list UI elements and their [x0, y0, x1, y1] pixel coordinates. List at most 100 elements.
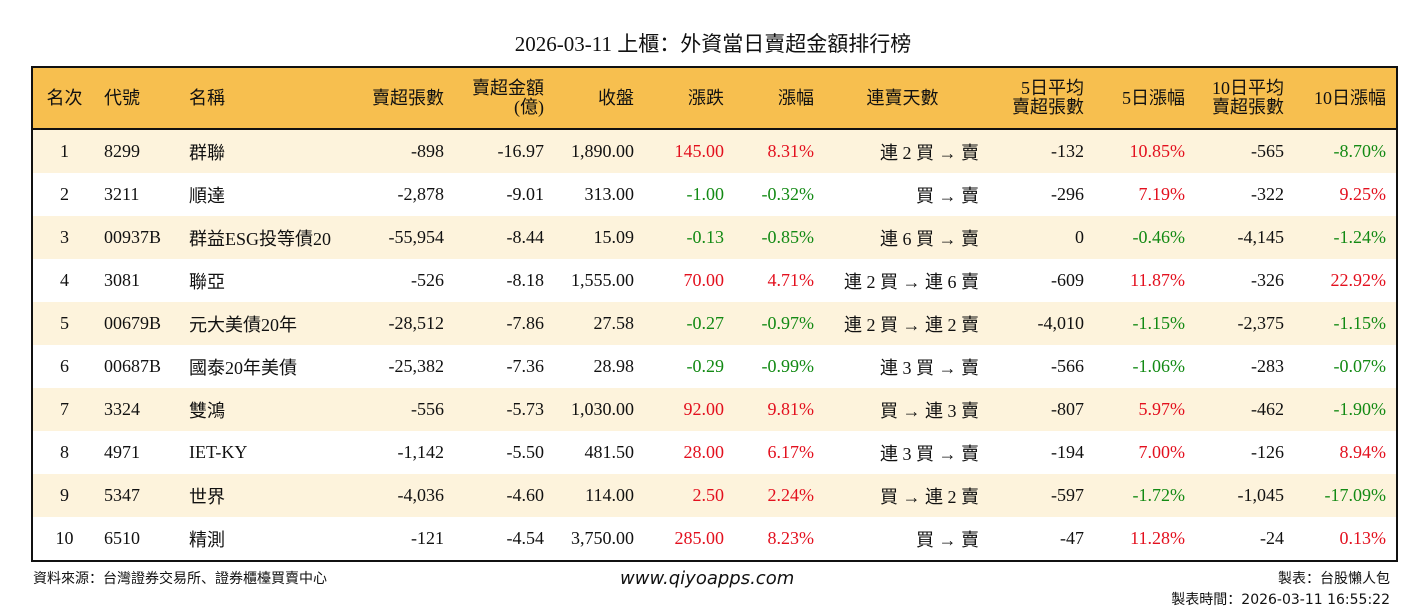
header-net-sell-amount: 賣超金額 (億) — [454, 67, 554, 130]
table-header: 名次 代號 名稱 賣超張數 賣超金額 (億) 收盤 漲跌 漲幅 連賣天數 5日平均 賣超張數 5日漲… — [32, 67, 1397, 130]
cell-close: 1,890.00 — [554, 129, 644, 173]
cell-rank: 7 — [32, 388, 96, 431]
cell-streak: 連 6 買 → 賣 — [824, 216, 991, 259]
cell-name: 群聯 — [181, 129, 359, 173]
cell-avg5-net-sell: -4,010 — [991, 302, 1094, 345]
cell-avg5-net-sell: -609 — [1051, 270, 1084, 290]
cell-change5-pct: 5.97% — [1094, 388, 1195, 431]
cell-change10-pct: -0.07% — [1333, 356, 1387, 376]
cell-change-pct: 9.81% — [734, 388, 824, 431]
cell-net-sell-amount: -7.86 — [454, 302, 554, 345]
header-change5-pct: 5日漲幅 — [1094, 67, 1195, 130]
cell-avg10-net-sell: -126 — [1251, 442, 1284, 462]
cell-close: 313.00 — [584, 184, 635, 204]
cell-avg5-net-sell: -597 — [991, 474, 1094, 517]
header-change: 漲跌 — [644, 67, 734, 130]
cell-change: 70.00 — [683, 270, 725, 290]
cell-rank: 6 — [60, 356, 69, 376]
cell-change5-pct: 10.85% — [1094, 129, 1195, 173]
table-row: 2 3211 順達 -2,878 -9.01 313.00 -1.00 -0.32% 買 → 賣… — [32, 173, 1397, 216]
cell-code: 00687B — [104, 356, 162, 376]
cell-net-sell-volume: -4,036 — [359, 474, 454, 517]
cell-change5-pct: -1.06% — [1132, 356, 1186, 376]
cell-rank: 1 — [32, 129, 96, 173]
cell-close: 28.98 — [593, 356, 635, 376]
cell-name: 聯亞 — [189, 271, 225, 292]
cell-avg10-net-sell: -4,145 — [1195, 216, 1294, 259]
cell-change-pct: -0.99% — [761, 356, 815, 376]
cell-change-pct: -0.85% — [734, 216, 824, 259]
cell-code: 5347 — [96, 474, 181, 517]
cell-avg10-net-sell: -1,045 — [1195, 474, 1294, 517]
cell-name: 精測 — [189, 529, 225, 550]
cell-avg10-net-sell: -565 — [1195, 129, 1294, 173]
header-avg5-net-sell: 5日平均 賣超張數 — [991, 67, 1094, 130]
cell-change5-pct: 7.00% — [1138, 442, 1186, 462]
website-link[interactable]: www.qiyoapps.com — [620, 568, 795, 589]
cell-change: 28.00 — [683, 442, 725, 462]
table-row: 8 4971 IET-KY -1,142 -5.50 481.50 28.00 6.17% 連 … — [32, 431, 1397, 474]
table-row: 1 8299 群聯 -898 -16.97 1,890.00 145.00 8.31% 連 2 … — [32, 129, 1397, 173]
header-rank: 名次 — [32, 67, 96, 130]
timestamp: 製表時間：2026-03-11 16:55:22 — [1171, 592, 1390, 608]
cell-rank: 9 — [32, 474, 96, 517]
cell-streak: 連 3 買 → 賣 — [880, 357, 979, 378]
cell-streak: 買 → 賣 — [916, 185, 979, 206]
cell-rank: 3 — [32, 216, 96, 259]
cell-change5-pct: 7.19% — [1138, 184, 1186, 204]
ranking-table: 名次 代號 名稱 賣超張數 賣超金額 (億) 收盤 漲跌 漲幅 連賣天數 5日平均 賣超張數 5日漲… — [31, 66, 1398, 562]
cell-change10-pct: 9.25% — [1339, 184, 1387, 204]
cell-change: 2.50 — [644, 474, 734, 517]
header-change10-pct: 10日漲幅 — [1294, 67, 1397, 130]
cell-avg10-net-sell: -24 — [1260, 528, 1284, 548]
cell-net-sell-amount: -9.01 — [506, 184, 545, 204]
cell-net-sell-amount: -5.73 — [454, 388, 554, 431]
header-streak: 連賣天數 — [824, 67, 991, 130]
cell-change10-pct: -1.90% — [1294, 388, 1397, 431]
cell-net-sell-volume: -25,382 — [388, 356, 445, 376]
cell-change: -0.29 — [686, 356, 725, 376]
cell-net-sell-amount: -4.60 — [454, 474, 554, 517]
cell-close: 114.00 — [554, 474, 644, 517]
cell-avg5-net-sell: 0 — [991, 216, 1094, 259]
table-row: 9 5347 世界 -4,036 -4.60 114.00 2.50 2.24% 買 → 連 2… — [32, 474, 1397, 517]
header-name: 名稱 — [181, 67, 359, 130]
cell-change5-pct: -1.72% — [1094, 474, 1195, 517]
page-title: 2026-03-11 上櫃：外資當日賣超金額排行榜 — [514, 32, 912, 56]
cell-avg5-net-sell: -566 — [1051, 356, 1084, 376]
cell-change-pct: -0.32% — [761, 184, 815, 204]
cell-avg10-net-sell: -326 — [1251, 270, 1284, 290]
cell-code: 8299 — [96, 129, 181, 173]
cell-change-pct: 8.23% — [767, 528, 815, 548]
cell-rank: 10 — [55, 528, 74, 548]
cell-code: 3211 — [104, 184, 140, 204]
header-change-pct: 漲幅 — [734, 67, 824, 130]
header-net-sell-volume: 賣超張數 — [359, 67, 454, 130]
cell-rank: 4 — [60, 270, 69, 290]
cell-change-pct: -0.97% — [734, 302, 824, 345]
cell-avg5-net-sell: -194 — [1051, 442, 1084, 462]
cell-name: 雙鴻 — [181, 388, 359, 431]
cell-net-sell-amount: -16.97 — [454, 129, 554, 173]
cell-net-sell-volume: -2,878 — [397, 184, 445, 204]
cell-avg5-net-sell: -296 — [1051, 184, 1084, 204]
cell-code: 4971 — [104, 442, 140, 462]
cell-name: 世界 — [181, 474, 359, 517]
cell-code: 00679B — [96, 302, 181, 345]
cell-net-sell-volume: -121 — [411, 528, 444, 548]
cell-avg10-net-sell: -322 — [1251, 184, 1284, 204]
cell-code: 3081 — [104, 270, 140, 290]
cell-change10-pct: 22.92% — [1330, 270, 1387, 290]
cell-change5-pct: 11.87% — [1130, 270, 1185, 290]
cell-avg5-net-sell: -47 — [1060, 528, 1084, 548]
cell-net-sell-amount: -8.18 — [506, 270, 545, 290]
cell-change: -1.00 — [686, 184, 725, 204]
cell-streak: 連 2 買 → 賣 — [824, 129, 991, 173]
header-avg10-net-sell: 10日平均 賣超張數 — [1195, 67, 1294, 130]
cell-change-pct: 4.71% — [767, 270, 815, 290]
cell-change: 145.00 — [644, 129, 734, 173]
cell-close: 1,030.00 — [554, 388, 644, 431]
cell-change5-pct: -0.46% — [1094, 216, 1195, 259]
cell-net-sell-amount: -5.50 — [506, 442, 545, 462]
cell-name: 元大美債20年 — [181, 302, 359, 345]
